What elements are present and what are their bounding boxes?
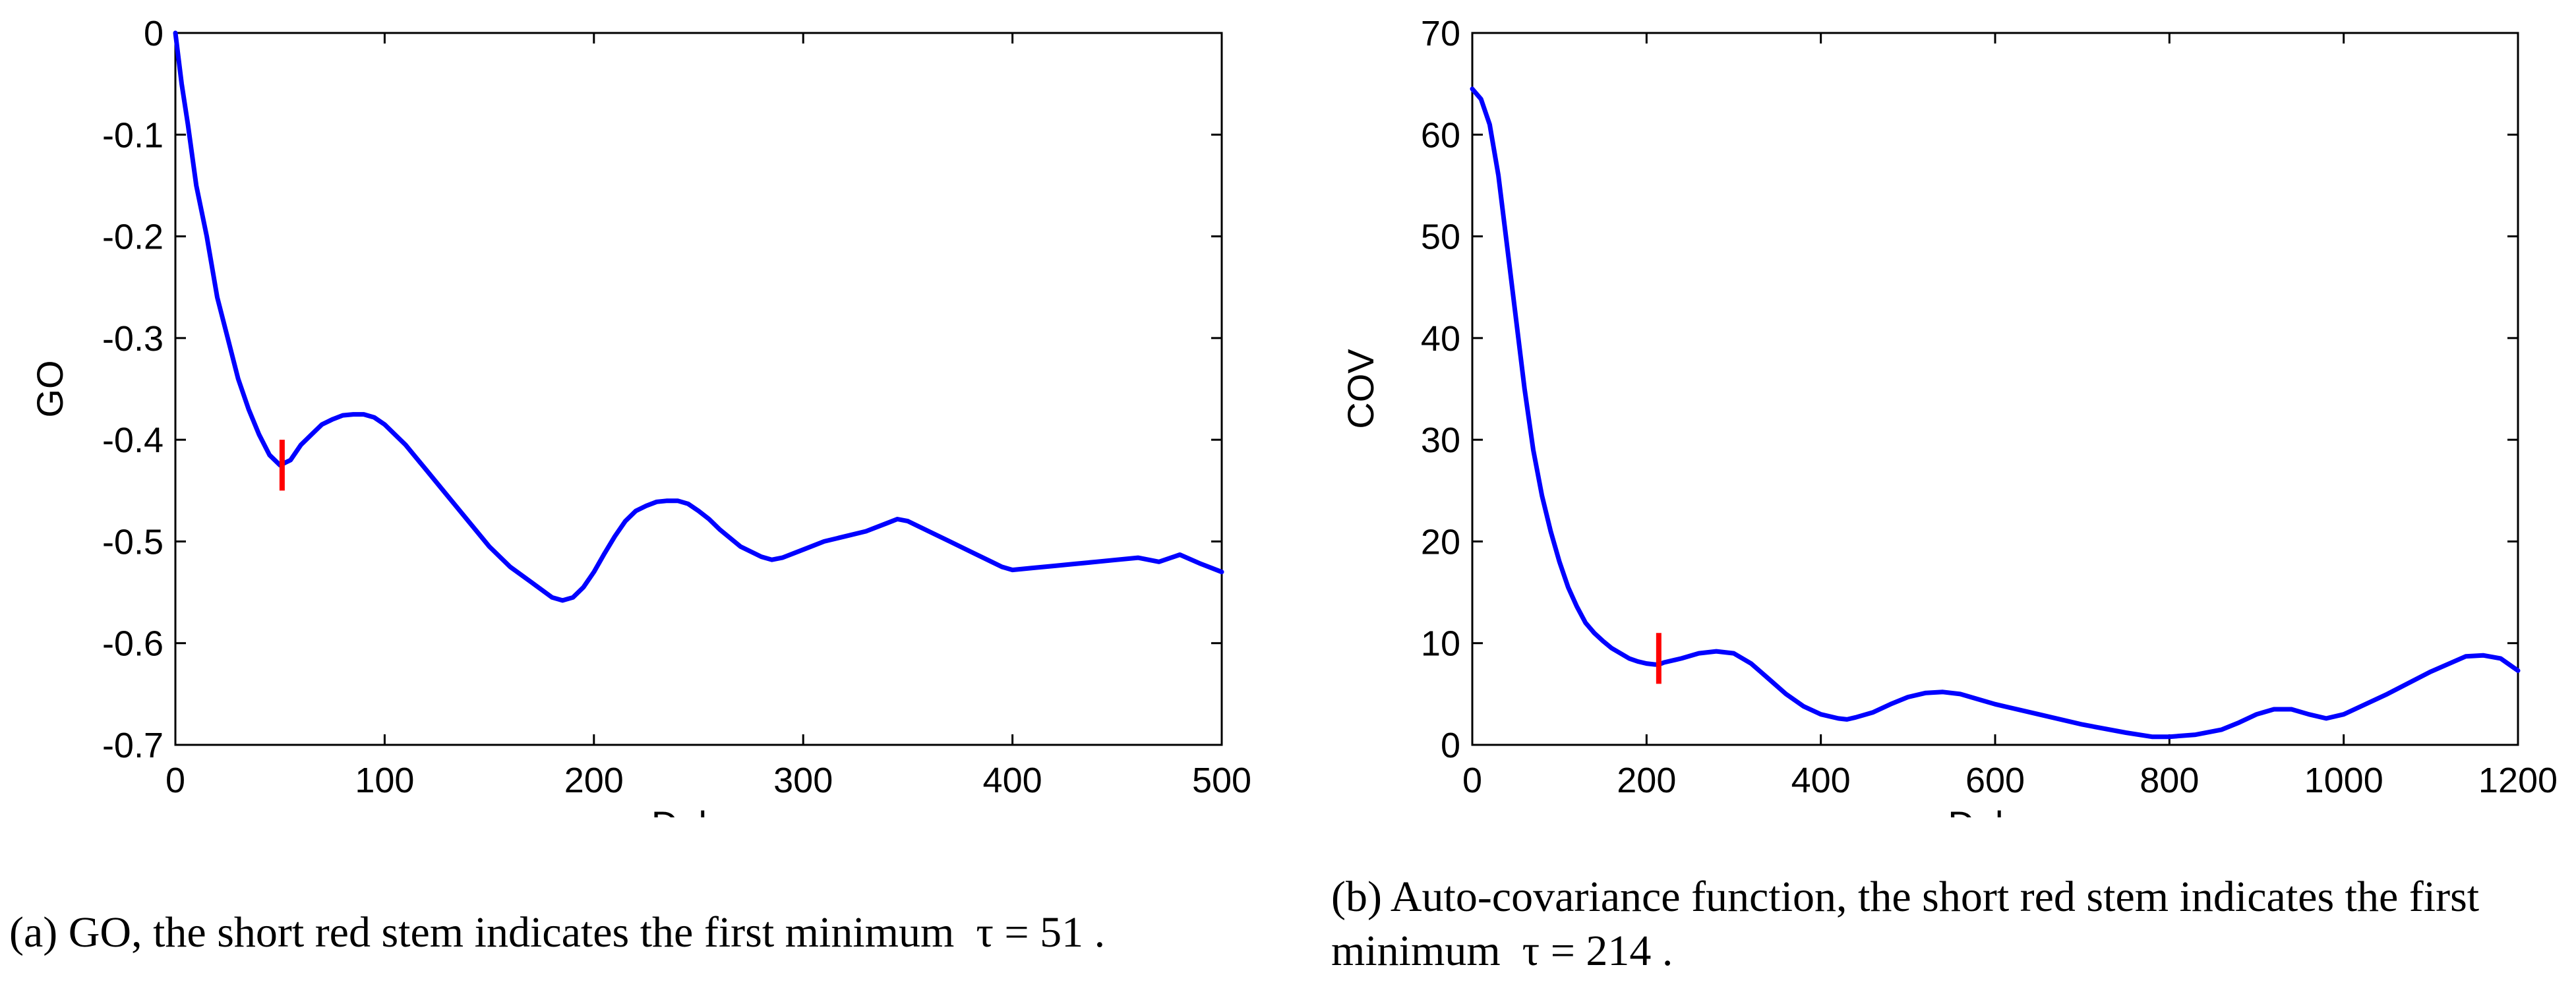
go-ytick-label: -0.4 [102,421,164,460]
cov-ytick-label: 40 [1421,319,1460,359]
go-xtick-label: 200 [564,761,624,800]
go-ytick-label: 0 [144,14,164,53]
cov-xtick-label: 1000 [2304,761,2383,800]
chart-panel-cov: 0 200 400 600 800 1000 1200 0 10 20 30 40 50 60 70 Dela… [1288,0,2576,996]
chart-panel-go: 0 100 200 300 400 500 0 -0.1 -0.2 -0.3 -0.4 -0.5 -0.… [9,14,1251,956]
cov-ytick-label: 20 [1421,522,1460,562]
cov-ylabel: COV [1340,349,1381,429]
cov-xlabel: Delay [1948,804,2042,817]
go-ytick-label: -0.3 [102,319,164,359]
cov-xtick-label: 200 [1617,761,1676,800]
go-xtick-label: 300 [773,761,833,800]
cov-ytick-label: 10 [1421,624,1460,664]
cov-ytick-label: 50 [1421,218,1460,257]
go-ytick-label: -0.1 [102,115,164,155]
go-xtick-label: 400 [983,761,1042,800]
caption-cov: (b) Auto-covariance function, the short … [1331,873,2490,975]
go-xlabel: Delay [651,804,746,817]
go-ytick-label: -0.2 [102,218,164,257]
cov-ytick-label: 60 [1421,115,1460,155]
go-series-line-0 [173,30,1224,603]
cov-xtick-label: 600 [1965,761,2025,800]
go-xtick-label: 0 [165,761,185,800]
go-xtick-label: 500 [1192,761,1251,800]
cov-ytick-label: 70 [1421,14,1460,53]
go-ylabel: GO [29,360,71,417]
cov-xtick-label: 1200 [2478,761,2558,800]
cov-xtick-label: 800 [2140,761,2199,800]
cov-ytick-label: 0 [1441,726,1460,765]
cov-chart: 0 200 400 600 800 1000 1200 0 10 20 30 40 50 60 70 Dela… [1340,14,2558,845]
cov-series-line-0 [1470,86,2521,740]
go-ytick-label: -0.5 [102,522,164,562]
cov-ytick-label: 30 [1421,421,1460,460]
cov-xtick-label: 0 [1462,761,1482,800]
go-chart: 0 100 200 300 400 500 0 -0.1 -0.2 -0.3 -0.4 -0.5 -0.… [29,14,1251,845]
go-ytick-label: -0.7 [102,726,164,765]
go-ytick-label: -0.6 [102,624,164,664]
go-xtick-label: 100 [355,761,414,800]
cov-xtick-label: 400 [1791,761,1851,800]
caption-go: (a) GO, the short red stem indicates the… [9,908,1106,956]
go-axes-box [174,32,1223,746]
cov-axes-box [1471,32,2519,746]
